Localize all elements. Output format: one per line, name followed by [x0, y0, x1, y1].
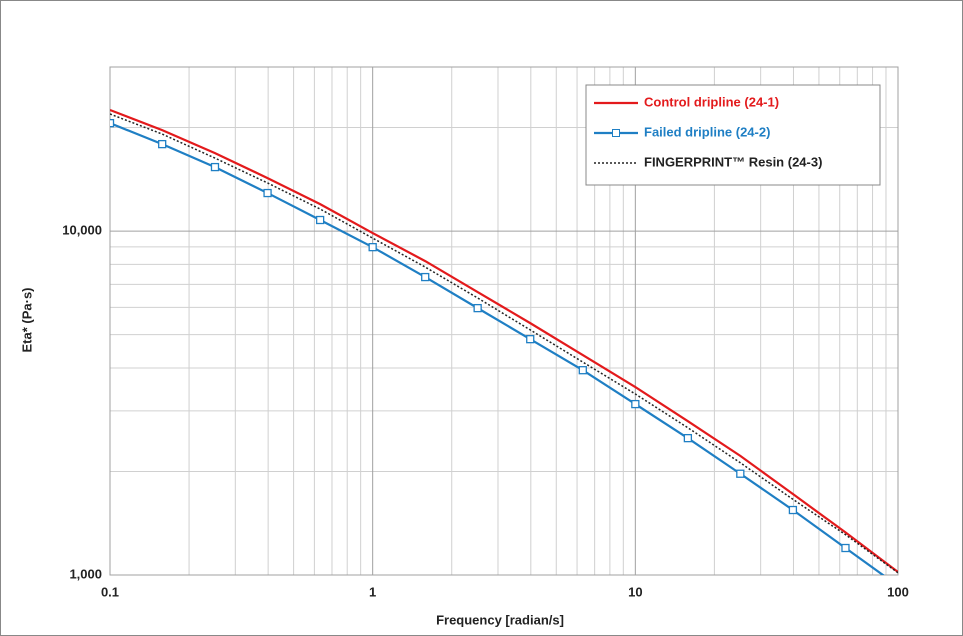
point-marker: [473, 303, 482, 313]
legend-marker: [612, 129, 620, 137]
point-marker: [788, 505, 798, 515]
legend-box: [585, 84, 881, 186]
point-marker: [736, 469, 745, 478]
point-marker: [631, 399, 640, 409]
x-axis-title: Frequency [radian/s]: [436, 612, 564, 627]
y-axis-title: Eta* (Pa·s): [19, 287, 34, 352]
series-line: [110, 122, 885, 575]
y-tick-label: 10,000: [62, 223, 102, 238]
legend-label: Failed dripline (24-2): [644, 124, 770, 139]
legend-label: Control dripline (24-1): [644, 94, 779, 109]
series-line: [110, 113, 898, 574]
point-marker: [110, 118, 115, 128]
point-marker: [158, 139, 167, 149]
y-tick-label: 1,000: [69, 566, 102, 581]
x-tick-label: 0.1: [101, 584, 119, 599]
point-marker: [210, 162, 220, 172]
x-tick-label: 1: [369, 584, 376, 599]
point-marker: [368, 243, 377, 252]
point-marker: [683, 433, 693, 443]
point-marker: [421, 272, 430, 282]
point-marker: [841, 543, 850, 553]
point-marker: [578, 366, 587, 375]
plot-border: [109, 66, 899, 576]
point-marker: [526, 335, 535, 344]
legend-label: FINGERPRINT™ Resin (24-3): [644, 154, 822, 169]
x-tick-label: 10: [628, 584, 642, 599]
plot-area: [110, 108, 898, 575]
series-line: [110, 108, 898, 573]
point-marker: [263, 188, 272, 198]
point-marker: [315, 215, 325, 225]
x-tick-label: 100: [887, 584, 909, 599]
